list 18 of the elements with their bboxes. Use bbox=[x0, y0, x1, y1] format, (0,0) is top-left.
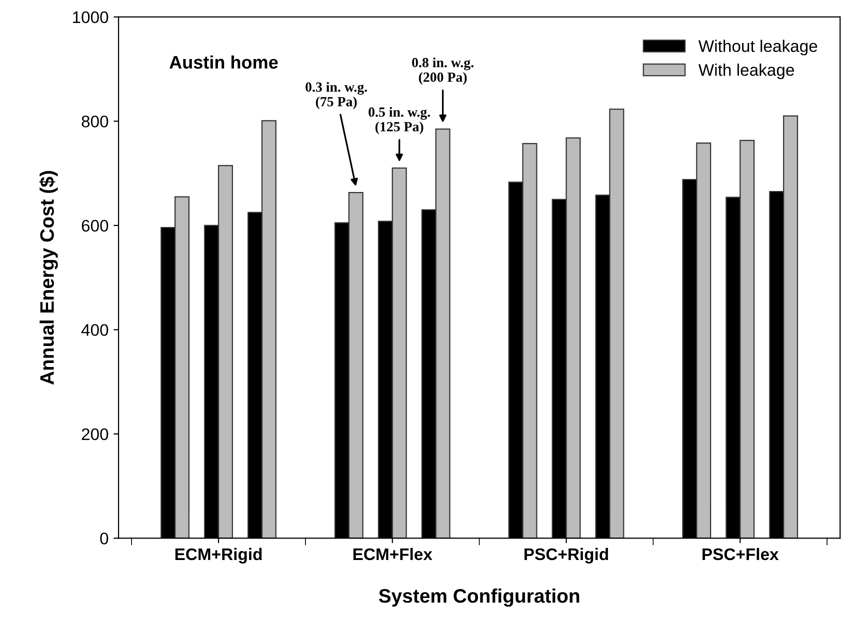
x-axis-title: System Configuration bbox=[378, 588, 580, 607]
annotation: 0.5 in. w.g. (125 Pa) bbox=[368, 107, 430, 134]
x-tick-label: PSC+Rigid bbox=[524, 548, 608, 564]
y-tick-label: 0 bbox=[100, 532, 108, 544]
y-axis-title: Annual Energy Cost ($) bbox=[39, 171, 58, 385]
y-tick-label: 1000 bbox=[73, 11, 108, 24]
y-tick-label: 200 bbox=[82, 428, 108, 440]
annotation: 0.8 in. w.g. (200 Pa) bbox=[412, 57, 474, 85]
y-tick-label: 800 bbox=[82, 116, 108, 128]
y-tick-label: 600 bbox=[82, 220, 108, 232]
annotation: Austin home bbox=[170, 55, 278, 69]
legend-label: Without leakage bbox=[698, 40, 818, 56]
x-tick-label: PSC+Flex bbox=[702, 548, 779, 560]
legend-label: With leakage bbox=[698, 64, 794, 80]
x-tick-label: ECM+Rigid bbox=[175, 548, 262, 564]
x-tick-label: ECM+Flex bbox=[353, 548, 432, 560]
y-tick-label: 400 bbox=[81, 324, 108, 336]
annotation: 0.3 in. w.g. (75 Pa) bbox=[306, 82, 367, 110]
